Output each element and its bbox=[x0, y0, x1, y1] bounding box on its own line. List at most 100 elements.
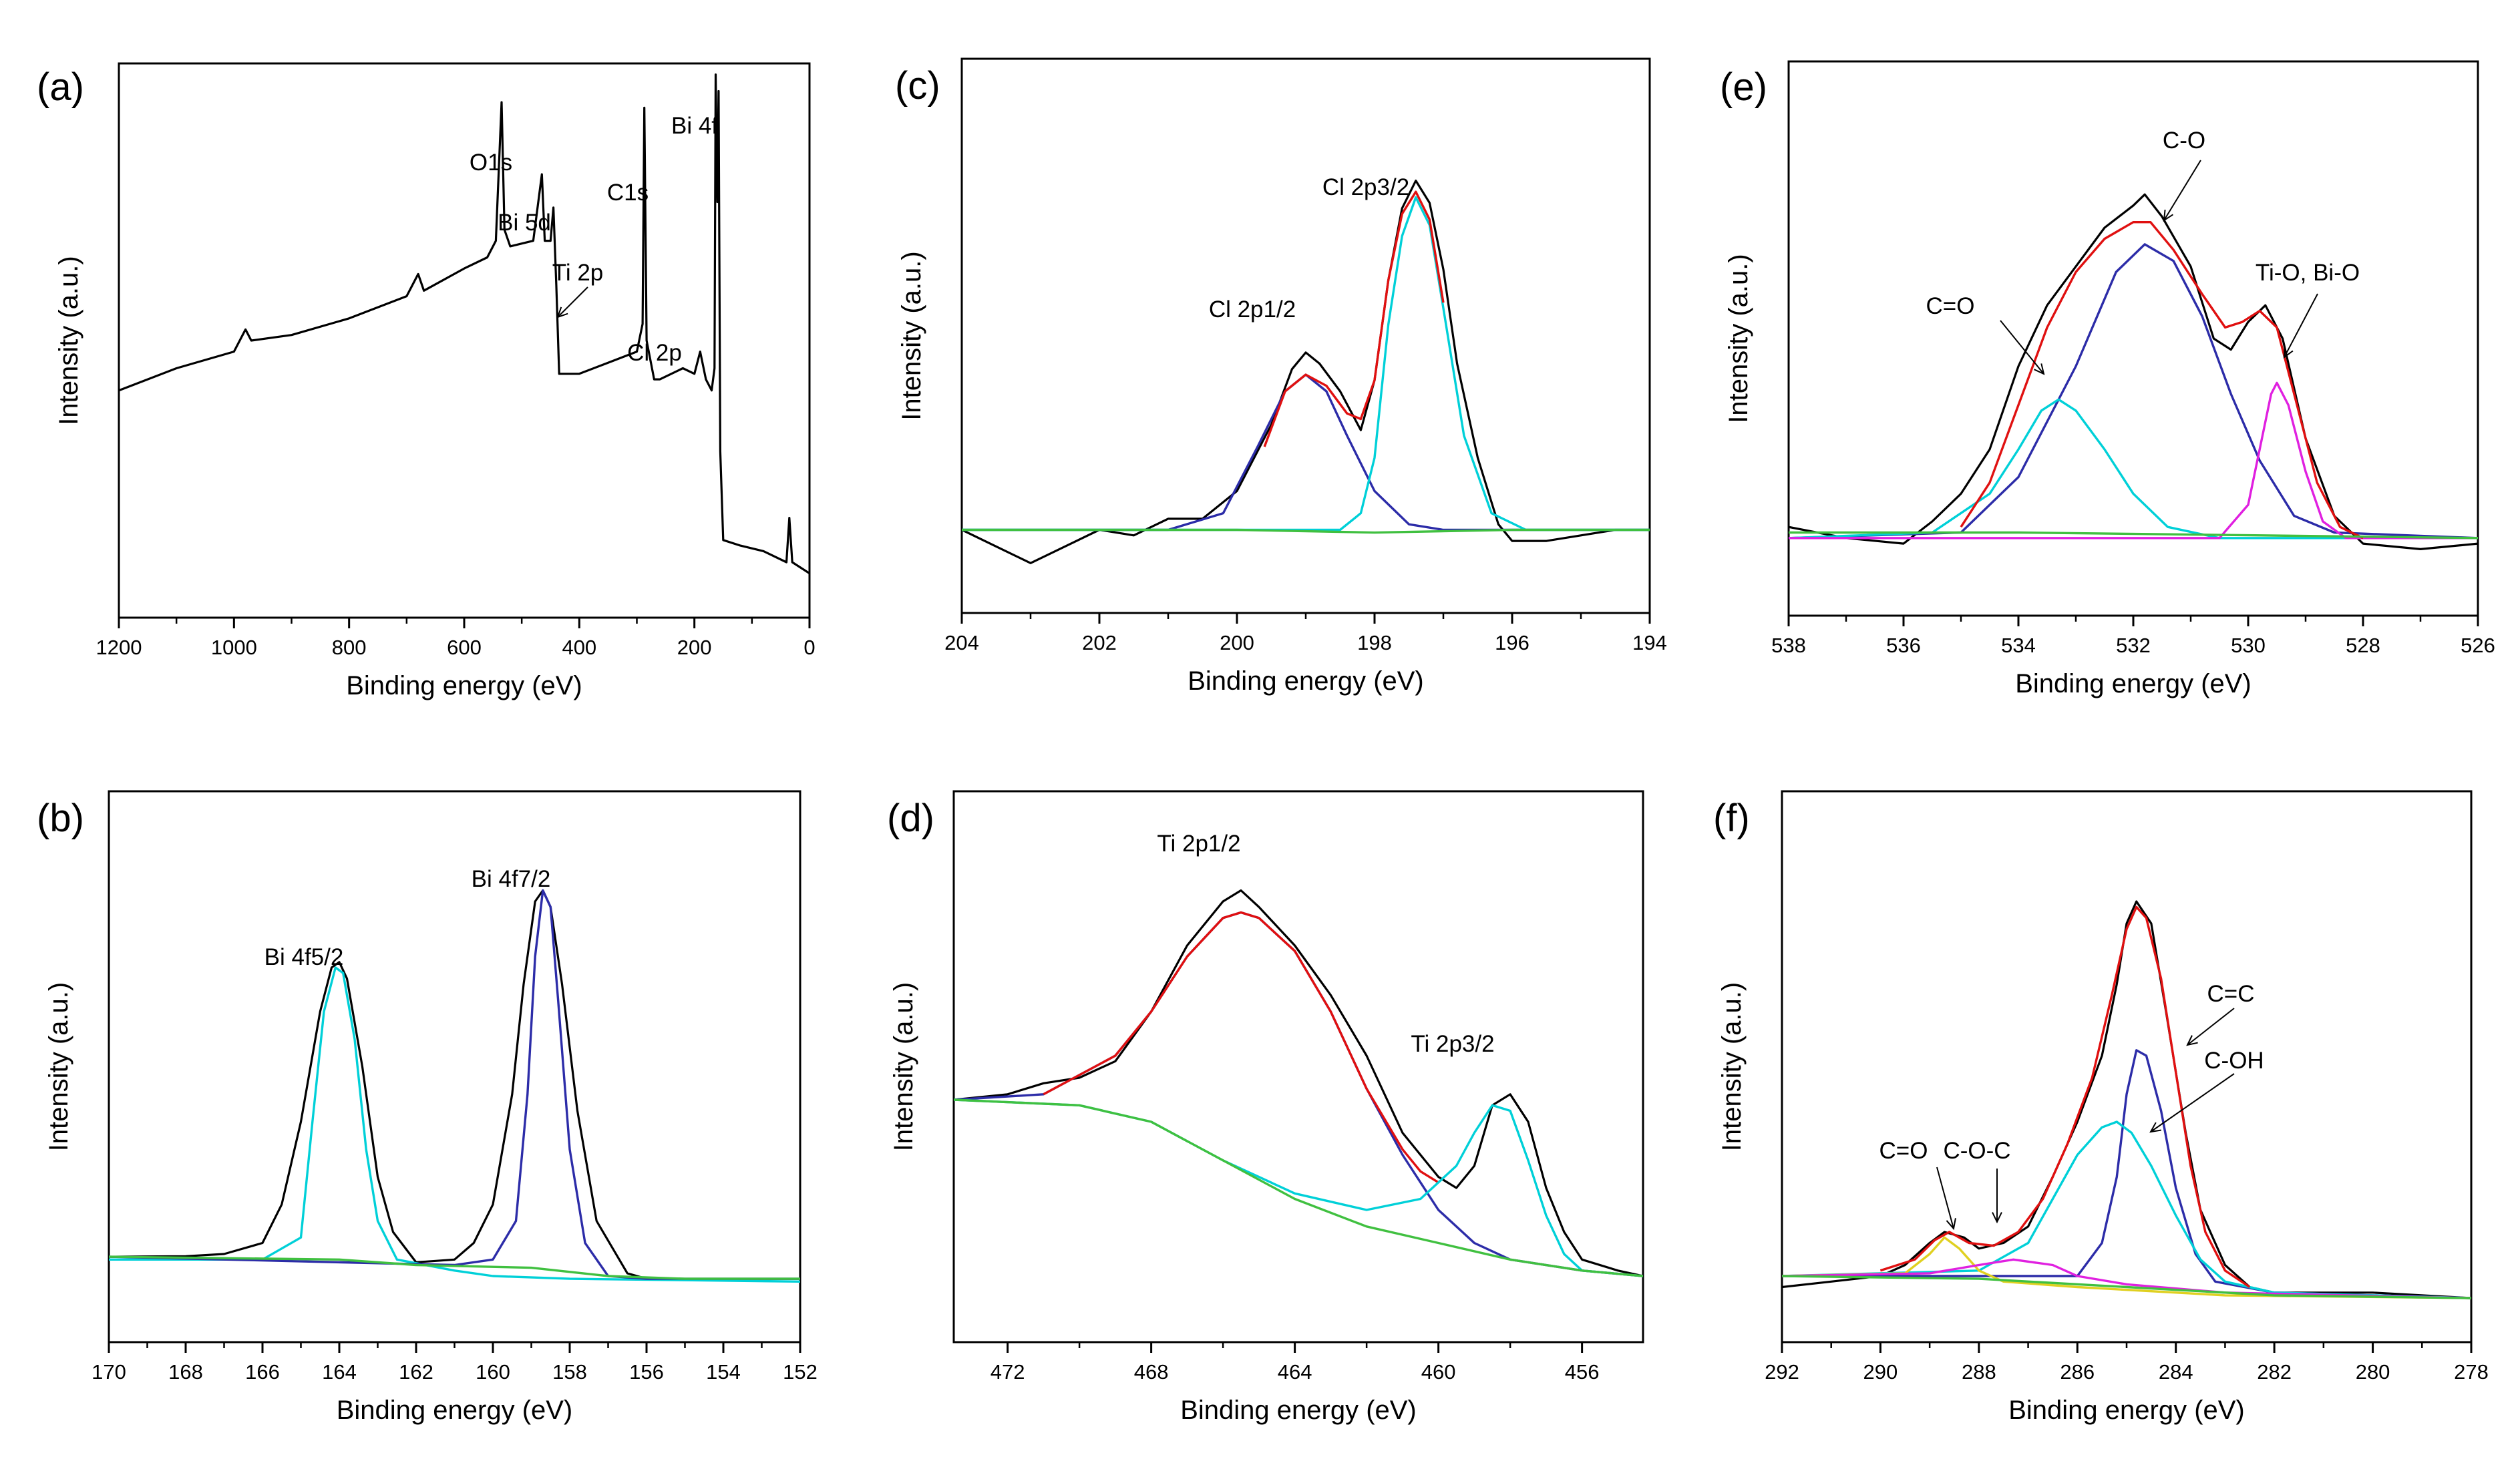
arrow-head-icon bbox=[2186, 1035, 2198, 1046]
arrow-head-icon bbox=[2034, 363, 2045, 375]
x-axis-title: Binding energy (eV) bbox=[346, 671, 582, 700]
x-tick-label: 536 bbox=[1886, 634, 1921, 657]
peak-label: C-O bbox=[2163, 128, 2205, 154]
series-group bbox=[962, 180, 1650, 564]
x-tick-label: 166 bbox=[245, 1360, 280, 1384]
peak-label: Bi 4f5/2 bbox=[264, 944, 344, 970]
peak-label: C-OH bbox=[2204, 1048, 2264, 1074]
x-tick-label: 528 bbox=[2346, 634, 2380, 657]
series-line-raw bbox=[109, 889, 800, 1280]
x-tick-label: 530 bbox=[2231, 634, 2266, 657]
arrow-head-icon bbox=[1992, 1212, 2002, 1224]
x-tick-label: 1200 bbox=[96, 636, 142, 659]
y-axis-title: Intensity (a.u.) bbox=[889, 982, 918, 1151]
panel-c: (c) 204 202 200 198 196 194 Binding energy (eV)… bbox=[895, 57, 1667, 696]
series-line-background bbox=[109, 1255, 800, 1280]
annotation-arrow bbox=[2000, 320, 2044, 375]
x-tick-label: 200 bbox=[677, 636, 712, 659]
series-line-raw bbox=[954, 889, 1643, 1277]
series-line-bi-4f5-2 bbox=[109, 966, 800, 1283]
arrow-head-icon bbox=[2149, 1122, 2161, 1133]
panel-d: (d) 472 468 464 460 456 Binding energy (eV) Int… bbox=[887, 790, 1644, 1425]
x-tick-label: 400 bbox=[562, 636, 596, 659]
series-group bbox=[119, 73, 809, 574]
arrow-head-icon bbox=[556, 306, 568, 319]
peak-label: Ti-O, Bi-O bbox=[2256, 260, 2360, 286]
peak-label: C1s bbox=[607, 180, 649, 206]
plot-frame bbox=[118, 62, 811, 619]
panel-letter: (e) bbox=[1720, 65, 1767, 109]
series-line-fit bbox=[1043, 911, 1439, 1184]
peak-label: C=O bbox=[1926, 293, 1975, 319]
x-axis-title: Binding energy (eV) bbox=[1188, 666, 1424, 696]
annotation-arrow bbox=[2163, 160, 2201, 221]
series-group bbox=[1789, 193, 2478, 550]
x-tick-label: 538 bbox=[1771, 634, 1806, 657]
x-axis-title: Binding energy (eV) bbox=[2015, 669, 2252, 698]
x-tick-label: 532 bbox=[2116, 634, 2151, 657]
series-line-survey bbox=[119, 73, 809, 574]
series-line-background bbox=[962, 528, 1650, 534]
x-tick-label: 534 bbox=[2001, 634, 2036, 657]
peak-label: C=C bbox=[2207, 981, 2255, 1007]
peak-label: Ti 2p1/2 bbox=[1157, 831, 1240, 857]
x-tick-label: 202 bbox=[1082, 631, 1117, 654]
series-line-fit bbox=[1879, 905, 2251, 1288]
arrow-head-icon bbox=[2163, 209, 2173, 222]
peak-label: Ti 2p bbox=[552, 260, 604, 286]
x-tick-label: 164 bbox=[322, 1360, 357, 1384]
series-line-cl-2p1-2 bbox=[962, 373, 1650, 532]
series-line-c-oh bbox=[1782, 1120, 2471, 1299]
x-axis-title: Binding energy (eV) bbox=[1180, 1396, 1417, 1425]
series-line-ti-o-bi-o bbox=[1789, 381, 2478, 540]
peak-label: C-O-C bbox=[1943, 1138, 2010, 1164]
series-line-background bbox=[954, 1098, 1643, 1277]
y-axis-title: Intensity (a.u.) bbox=[44, 982, 73, 1151]
peak-label: C=O bbox=[1879, 1138, 1928, 1164]
x-tick-label: 162 bbox=[399, 1360, 433, 1384]
x-tick-label: 280 bbox=[2356, 1360, 2390, 1384]
panel-f: (f) 292 290 288 286 284 282 280 278 Binding energ… bbox=[1713, 790, 2489, 1425]
series-group bbox=[954, 889, 1643, 1277]
panel-letter: (a) bbox=[37, 65, 84, 109]
x-tick-label: 204 bbox=[944, 631, 979, 654]
peak-label: Ti 2p3/2 bbox=[1411, 1031, 1494, 1057]
x-tick-label: 168 bbox=[168, 1360, 203, 1384]
x-tick-label: 290 bbox=[1863, 1360, 1898, 1384]
x-tick-label: 170 bbox=[92, 1360, 126, 1384]
x-tick-label: 156 bbox=[629, 1360, 664, 1384]
series-line-ti-2p3-2 bbox=[954, 1098, 1643, 1277]
annotation-arrow bbox=[557, 286, 588, 318]
series-line-c-o bbox=[1789, 398, 2478, 540]
peak-label: Bi 4f7/2 bbox=[472, 866, 551, 892]
series-line-background bbox=[1782, 1275, 2471, 1299]
peak-label: O1s bbox=[470, 150, 512, 176]
series-group bbox=[1782, 900, 2471, 1299]
x-tick-label: 472 bbox=[991, 1360, 1025, 1384]
peak-label: Bi 4f bbox=[671, 113, 718, 139]
panel-letter: (d) bbox=[887, 797, 934, 840]
panel-e: (e) 538 536 534 532 530 528 526 Binding energy (… bbox=[1720, 60, 2495, 698]
series-line-c-o bbox=[1789, 243, 2478, 540]
panel-letter: (f) bbox=[1713, 797, 1750, 840]
x-tick-label: 160 bbox=[476, 1360, 510, 1384]
series-line-background bbox=[1789, 531, 2478, 540]
series-line-ti-2p1-2 bbox=[954, 911, 1643, 1277]
annotation-arrow bbox=[2150, 1073, 2235, 1132]
series-line-fit bbox=[1960, 221, 2364, 540]
x-tick-label: 468 bbox=[1134, 1360, 1169, 1384]
annotation-arrow bbox=[1936, 1167, 1954, 1229]
x-tick-label: 600 bbox=[447, 636, 482, 659]
series-line-raw bbox=[1782, 900, 2471, 1299]
series-line-fit bbox=[1263, 190, 1445, 447]
x-tick-label: 456 bbox=[1565, 1360, 1600, 1384]
series-group bbox=[109, 889, 800, 1283]
peak-label: Cl 2p1/2 bbox=[1209, 296, 1296, 323]
y-axis-title: Intensity (a.u.) bbox=[1717, 982, 1747, 1151]
y-axis-title: Intensity (a.u.) bbox=[54, 256, 83, 425]
series-line-raw bbox=[962, 180, 1650, 564]
x-tick-label: 0 bbox=[803, 636, 815, 659]
panel-a: (a) 1200 1000 800 600 400 200 0 Binding energy (… bbox=[37, 62, 816, 700]
x-tick-label: 278 bbox=[2454, 1360, 2489, 1384]
